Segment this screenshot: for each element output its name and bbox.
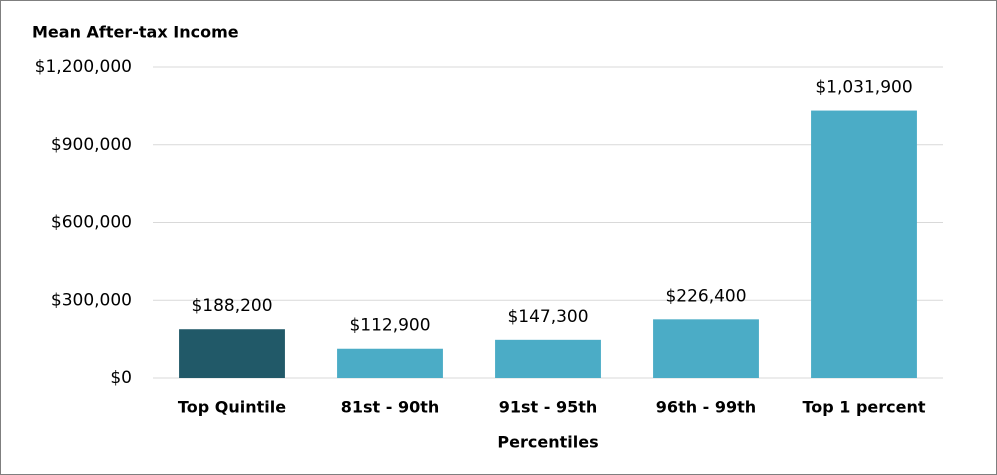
- data-label: $188,200: [191, 296, 272, 316]
- x-tick-label: Top 1 percent: [802, 398, 925, 417]
- data-label: $112,900: [349, 316, 430, 336]
- x-tick-label: Top Quintile: [178, 398, 286, 417]
- y-tick-label: $0: [110, 368, 132, 388]
- y-tick-label: $300,000: [51, 290, 132, 310]
- x-tick-label: 81st - 90th: [341, 398, 440, 417]
- bar: [811, 110, 917, 378]
- bar: [653, 319, 759, 378]
- chart-title: Mean After-tax Income: [32, 23, 239, 42]
- bar: [179, 329, 285, 378]
- y-tick-label: $1,200,000: [35, 57, 132, 77]
- bar: [495, 339, 601, 378]
- data-label: $147,300: [507, 307, 588, 327]
- x-tick-label: 91st - 95th: [499, 398, 598, 417]
- y-tick-label: $600,000: [51, 213, 132, 233]
- data-label: $226,400: [665, 286, 746, 306]
- x-axis-title: Percentiles: [497, 433, 598, 452]
- data-label: $1,031,900: [815, 78, 912, 98]
- y-tick-label: $900,000: [51, 135, 132, 155]
- bar: [337, 348, 443, 378]
- x-tick-label: 96th - 99th: [656, 398, 756, 417]
